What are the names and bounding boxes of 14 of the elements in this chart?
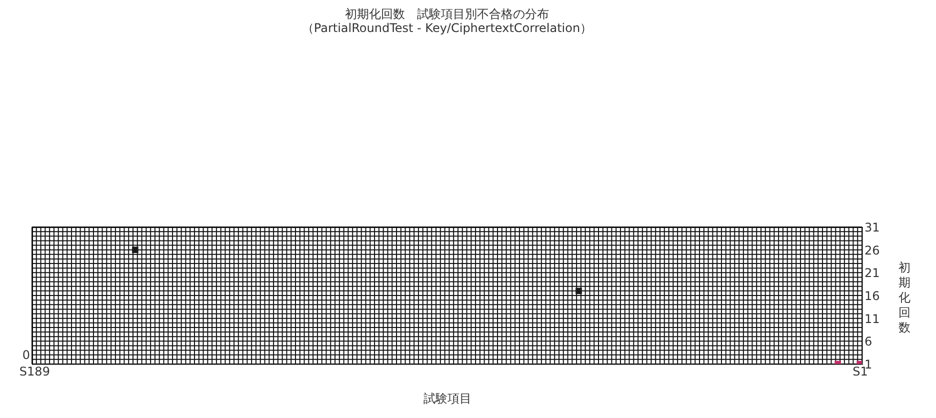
x-tick-label: S189 xyxy=(19,364,50,378)
text: 0 xyxy=(22,348,30,362)
y-tick-label: 21 xyxy=(864,266,880,280)
point xyxy=(132,246,138,253)
y-tick-label: 16 xyxy=(864,289,880,303)
y-tick-label: 31 xyxy=(864,220,880,234)
y-tick-label: 11 xyxy=(864,312,880,326)
y-axis-title: 初期化回数 xyxy=(898,260,910,334)
chart-title: 初期化回数 試験項目別不合格の分布 xyxy=(345,7,549,21)
point xyxy=(576,288,582,294)
y-tick-label: 26 xyxy=(864,243,880,258)
chart-subtitle: （PartialRoundTest - Key/CiphertextCorrelation） xyxy=(302,21,592,35)
x-axis-title: 試験項目 xyxy=(424,392,472,406)
y-tick-label: 6 xyxy=(864,334,872,349)
